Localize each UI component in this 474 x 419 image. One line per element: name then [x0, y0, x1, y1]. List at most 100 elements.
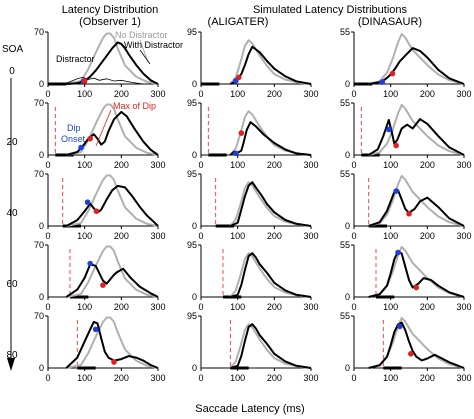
with-distractor-curve: [368, 321, 465, 369]
x-tick-label: 100: [77, 89, 92, 99]
with-distractor-curve: [230, 323, 312, 369]
y-tick-label-zero: 0: [345, 150, 350, 160]
no-distractor-label: No Distractor: [115, 30, 168, 40]
dip-onset-marker: [395, 249, 401, 256]
x-tick-label: 0: [198, 160, 203, 170]
y-tick-label-top: 55: [340, 240, 350, 250]
x-tick-label: 100: [383, 231, 398, 241]
x-tick-label: 0: [351, 373, 356, 383]
x-tick-label: 200: [114, 160, 129, 170]
panel-2-2: 55 00 100 200 300: [340, 169, 472, 241]
max-dip-marker: [413, 284, 420, 291]
x-tick-label: 300: [456, 373, 471, 383]
panel-1-2: 55 00 100 200 300: [340, 98, 472, 170]
y-tick-label-top: 70: [34, 311, 44, 321]
no-distractor-curve: [66, 316, 159, 369]
y-tick-label-top: 55: [340, 311, 350, 321]
no-distractor-curve: [368, 174, 465, 227]
dip-onset-label-line1: Dip: [67, 123, 81, 133]
x-tick-label: 0: [351, 89, 356, 99]
panel-1-0: 70 00 100 200 300: [34, 98, 166, 170]
x-tick-label: 200: [114, 89, 129, 99]
max-dip-marker: [81, 78, 88, 84]
panel-3-2: 55 00 100 200 300: [340, 240, 472, 312]
panel-0-1: 95 00 100 200 300: [187, 27, 319, 99]
y-tick-label-top: 95: [187, 98, 197, 108]
no-distractor-curve: [229, 39, 312, 85]
x-tick-label: 200: [114, 231, 129, 241]
x-tick-label: 200: [420, 373, 435, 383]
x-tick-label: 100: [230, 231, 245, 241]
panel-4-0: 70 00 100 200 300: [34, 311, 166, 383]
panel-axes: [200, 316, 311, 369]
y-tick-label-zero: 0: [39, 363, 44, 373]
x-tick-label: 200: [267, 231, 282, 241]
soa-value: 0: [9, 66, 15, 77]
title-right-line1: Simulated Latency Distributions: [253, 4, 408, 16]
dip-onset-marker: [386, 126, 392, 133]
with-distractor-curve: [66, 110, 159, 156]
max-dip-marker: [393, 142, 399, 149]
y-tick-label-zero: 0: [345, 363, 350, 373]
title-left-line1: Latency Distribution: [62, 4, 159, 16]
max-dip-marker: [238, 130, 245, 136]
x-tick-label: 0: [351, 231, 356, 241]
panel-2-0: 70 00 100 200 300: [34, 169, 166, 241]
soa-value: 60: [6, 279, 18, 290]
panel-0-2: 55 00 100 200 300: [340, 27, 472, 99]
x-tick-label: 0: [45, 160, 50, 170]
y-tick-label-zero: 0: [192, 221, 197, 231]
max-dip-marker: [93, 208, 100, 214]
soa-values: 0 20 40 60 80: [6, 66, 18, 361]
x-tick-label: 300: [456, 231, 471, 241]
max-dip-marker: [406, 210, 412, 217]
y-tick-label-top: 70: [34, 240, 44, 250]
x-tick-label: 100: [383, 373, 398, 383]
x-tick-label: 300: [456, 302, 471, 312]
max-dip-marker: [408, 351, 414, 357]
no-distractor-curve: [229, 323, 312, 369]
x-tick-label: 200: [420, 302, 435, 312]
x-tick-label: 300: [150, 373, 165, 383]
x-axis-label: Saccade Latency (ms): [195, 403, 304, 415]
y-tick-label-zero: 0: [192, 150, 197, 160]
no-distractor-curve: [368, 32, 465, 85]
x-tick-label: 100: [77, 302, 92, 312]
x-tick-label: 0: [198, 302, 203, 312]
with-distractor-curve: [65, 320, 159, 369]
dip-onset-marker: [92, 326, 99, 333]
x-tick-label: 100: [230, 160, 245, 170]
soa-value: 20: [6, 137, 18, 148]
x-tick-label: 300: [150, 160, 165, 170]
y-tick-label-top: 55: [340, 169, 350, 179]
dip-onset-marker: [87, 260, 93, 267]
x-tick-label: 100: [77, 373, 92, 383]
panel-3-0: 70 00 100 200 300: [34, 240, 166, 312]
with-distractor-pointer: [139, 49, 151, 65]
panel-axes: [200, 174, 311, 227]
panel-3-1: 95 00 100 200 300: [187, 240, 319, 312]
dip-onset-marker: [233, 150, 239, 157]
y-tick-label-zero: 0: [39, 150, 44, 160]
x-tick-label: 300: [303, 160, 318, 170]
with-distractor-curve: [65, 263, 159, 298]
x-tick-label: 200: [114, 373, 129, 383]
x-tick-label: 200: [114, 302, 129, 312]
x-tick-label: 300: [150, 89, 165, 99]
max-dip-marker: [111, 359, 117, 365]
y-tick-label-top: 95: [187, 311, 197, 321]
x-tick-label: 0: [45, 302, 50, 312]
no-distractor-pointer: [139, 39, 149, 63]
with-distractor-curve: [368, 189, 465, 227]
x-tick-label: 0: [351, 160, 356, 170]
x-tick-label: 100: [77, 231, 92, 241]
panel-0-0: 70 00 100 200 300: [34, 27, 166, 99]
no-distractor-curve: [229, 181, 312, 227]
x-tick-label: 300: [303, 89, 318, 99]
x-tick-label: 100: [230, 89, 245, 99]
no-distractor-curve: [66, 174, 159, 227]
dip-onset-marker: [393, 188, 399, 194]
x-tick-label: 200: [420, 89, 435, 99]
max-of-dip-label: Max of Dip: [113, 101, 156, 111]
